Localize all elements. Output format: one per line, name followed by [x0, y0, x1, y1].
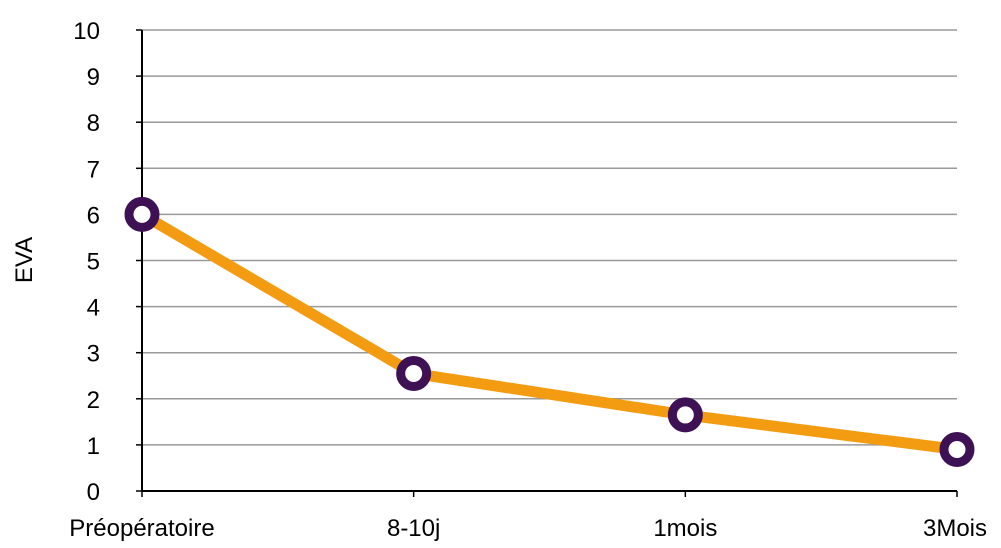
- marker-layer: [124, 196, 975, 468]
- y-tick-label-1: 1: [87, 433, 100, 460]
- x-tick-labels: Préopératoire 8-10j 1mois 3Mois: [69, 515, 987, 542]
- data-point-2: [667, 397, 703, 433]
- y-tick-label-8: 8: [87, 110, 100, 137]
- series-line-0: [136, 208, 963, 456]
- y-tick-label-10: 10: [73, 18, 100, 45]
- y-tick-labels: 0 1 2 3 4 5 6 7 8 9 10: [73, 18, 100, 506]
- y-tick-label-3: 3: [87, 341, 100, 368]
- y-axis-title: EVA: [11, 237, 38, 283]
- data-point-1: [396, 355, 432, 391]
- y-tick-label-9: 9: [87, 64, 100, 91]
- series-layer: [136, 208, 963, 456]
- data-point-0: [124, 196, 160, 232]
- y-tick-label-4: 4: [87, 295, 100, 322]
- y-tick-label-5: 5: [87, 249, 100, 276]
- x-tick-label-0: Préopératoire: [69, 515, 214, 542]
- y-tick-label-7: 7: [87, 156, 100, 183]
- gridlines: [142, 29, 957, 446]
- axes: [136, 29, 958, 497]
- data-point-3: [939, 432, 975, 468]
- x-tick-label-2: 1mois: [653, 515, 717, 542]
- y-tick-label-0: 0: [87, 479, 100, 506]
- x-tick-label-3: 3Mois: [923, 515, 987, 542]
- x-tick-label-1: 8-10j: [387, 515, 440, 542]
- y-tick-label-6: 6: [87, 202, 100, 229]
- y-tick-label-2: 2: [87, 387, 100, 414]
